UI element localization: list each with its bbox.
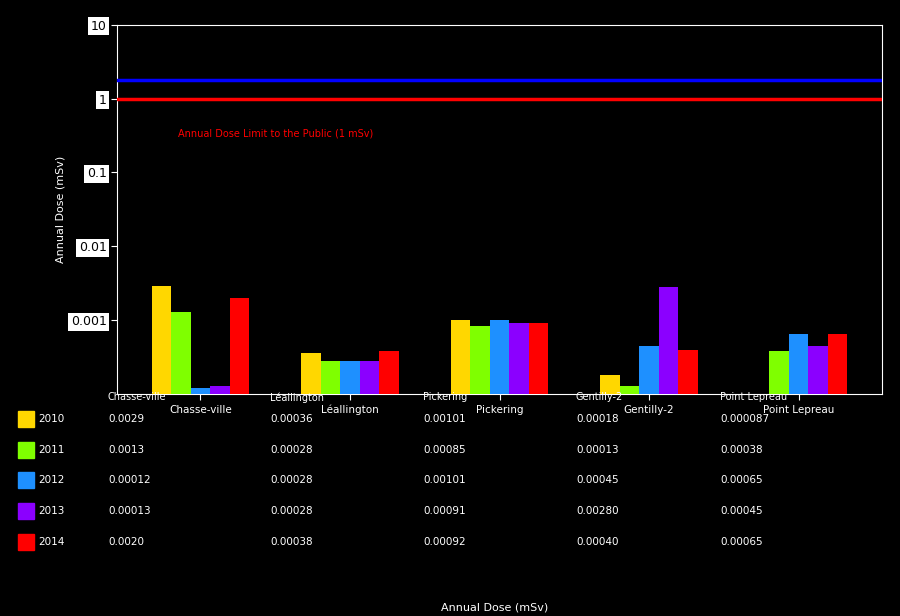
Text: 0.00038: 0.00038: [720, 445, 762, 455]
Text: 2014: 2014: [38, 537, 64, 547]
Bar: [620, 386, 639, 616]
Text: 0.0013: 0.0013: [108, 445, 144, 455]
Text: 0.00092: 0.00092: [423, 537, 465, 547]
Bar: [509, 323, 528, 616]
Text: 2012: 2012: [38, 476, 64, 485]
Text: Pickering: Pickering: [423, 392, 467, 402]
Text: 0.00036: 0.00036: [270, 414, 312, 424]
Bar: [750, 399, 770, 616]
Text: Gentilly-2: Gentilly-2: [576, 392, 623, 402]
Bar: [639, 346, 659, 616]
Text: Point Lepreau: Point Lepreau: [720, 392, 788, 402]
Text: 0.00065: 0.00065: [720, 537, 762, 547]
Text: Léallington: Léallington: [270, 392, 324, 403]
Bar: [659, 287, 679, 616]
Text: 0.00091: 0.00091: [423, 506, 465, 516]
Bar: [808, 346, 828, 616]
Bar: [789, 334, 808, 616]
Bar: [770, 351, 789, 616]
Bar: [379, 351, 399, 616]
Text: 0.000087: 0.000087: [720, 414, 770, 424]
Bar: [451, 320, 471, 616]
Bar: [528, 323, 548, 616]
Text: 0.00028: 0.00028: [270, 506, 312, 516]
Text: 0.00013: 0.00013: [108, 506, 150, 516]
Text: Chasse-ville: Chasse-ville: [108, 392, 166, 402]
Text: 0.00045: 0.00045: [720, 506, 762, 516]
Text: 2011: 2011: [38, 445, 64, 455]
Bar: [152, 286, 171, 616]
Text: 0.00028: 0.00028: [270, 476, 312, 485]
Text: 2013: 2013: [38, 506, 64, 516]
Text: 0.00101: 0.00101: [423, 476, 465, 485]
Y-axis label: Annual Dose (mSv): Annual Dose (mSv): [55, 156, 65, 263]
Bar: [600, 375, 620, 616]
Text: 0.0020: 0.0020: [108, 537, 144, 547]
Text: 2010: 2010: [38, 414, 64, 424]
Bar: [360, 361, 379, 616]
Bar: [302, 353, 320, 616]
Bar: [471, 325, 490, 616]
Text: 0.00101: 0.00101: [423, 414, 465, 424]
Text: Annual Dose Limit to the Public (1 mSv): Annual Dose Limit to the Public (1 mSv): [177, 128, 373, 138]
Text: 0.00065: 0.00065: [720, 476, 762, 485]
Bar: [171, 312, 191, 616]
Text: Annual Dose (mSv): Annual Dose (mSv): [441, 603, 549, 613]
Bar: [191, 388, 210, 616]
Text: 0.00085: 0.00085: [423, 445, 465, 455]
Text: 0.00013: 0.00013: [576, 445, 618, 455]
Text: 0.00038: 0.00038: [270, 537, 312, 547]
Text: 0.00028: 0.00028: [270, 445, 312, 455]
Bar: [490, 320, 509, 616]
Text: 0.00040: 0.00040: [576, 537, 618, 547]
Text: 0.00012: 0.00012: [108, 476, 150, 485]
Text: 0.00045: 0.00045: [576, 476, 618, 485]
Bar: [340, 361, 360, 616]
Bar: [828, 334, 847, 616]
Text: 0.00280: 0.00280: [576, 506, 618, 516]
Text: 0.00018: 0.00018: [576, 414, 618, 424]
Bar: [320, 361, 340, 616]
Bar: [230, 298, 249, 616]
Bar: [210, 386, 230, 616]
Bar: [679, 350, 698, 616]
Text: 0.0029: 0.0029: [108, 414, 144, 424]
